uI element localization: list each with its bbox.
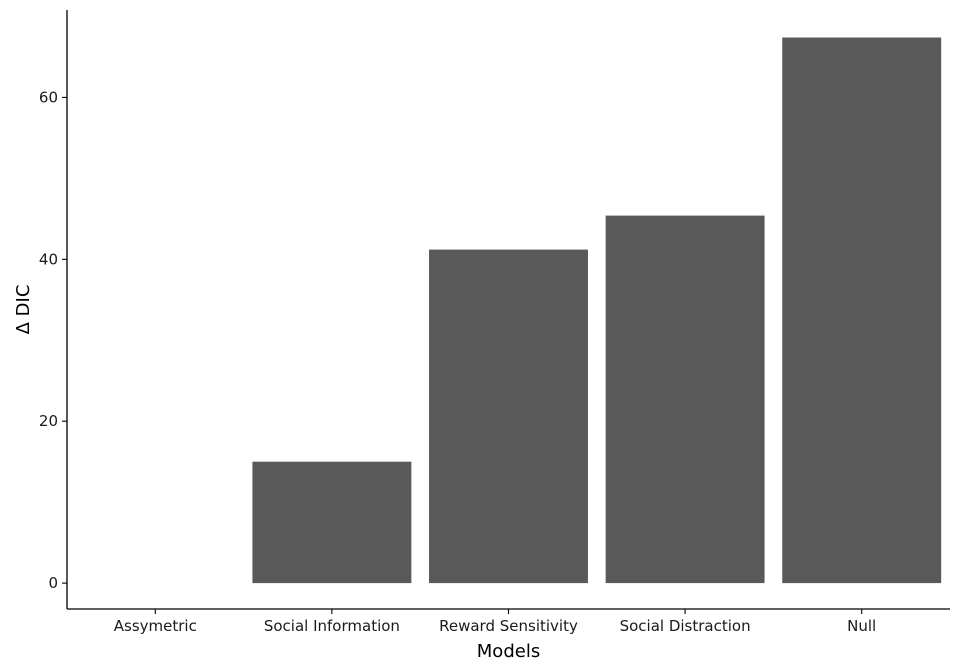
x-axis-title: Models <box>477 641 540 662</box>
x-ticks: Assymetric Social Information Reward Sensi… <box>114 609 876 635</box>
bars-layer <box>252 37 942 584</box>
x-tick-label: Assymetric <box>114 617 197 635</box>
bar-social-information <box>252 461 412 584</box>
y-tick-label: 20 <box>39 412 58 430</box>
y-ticks: 0 20 40 60 <box>39 88 67 592</box>
y-axis-title: Δ DIC <box>13 285 34 335</box>
x-tick-label: Social Information <box>264 617 400 635</box>
y-tick-label: 0 <box>48 574 58 592</box>
bar-social-distraction <box>605 215 765 584</box>
x-tick-label: Reward Sensitivity <box>439 617 578 635</box>
y-tick-label: 40 <box>39 250 58 268</box>
bar-null <box>782 37 942 584</box>
bar-reward-sensitivity <box>429 249 588 584</box>
x-tick-label: Social Distraction <box>620 617 751 635</box>
y-tick-label: 60 <box>39 88 58 106</box>
x-tick-label: Null <box>847 617 876 635</box>
